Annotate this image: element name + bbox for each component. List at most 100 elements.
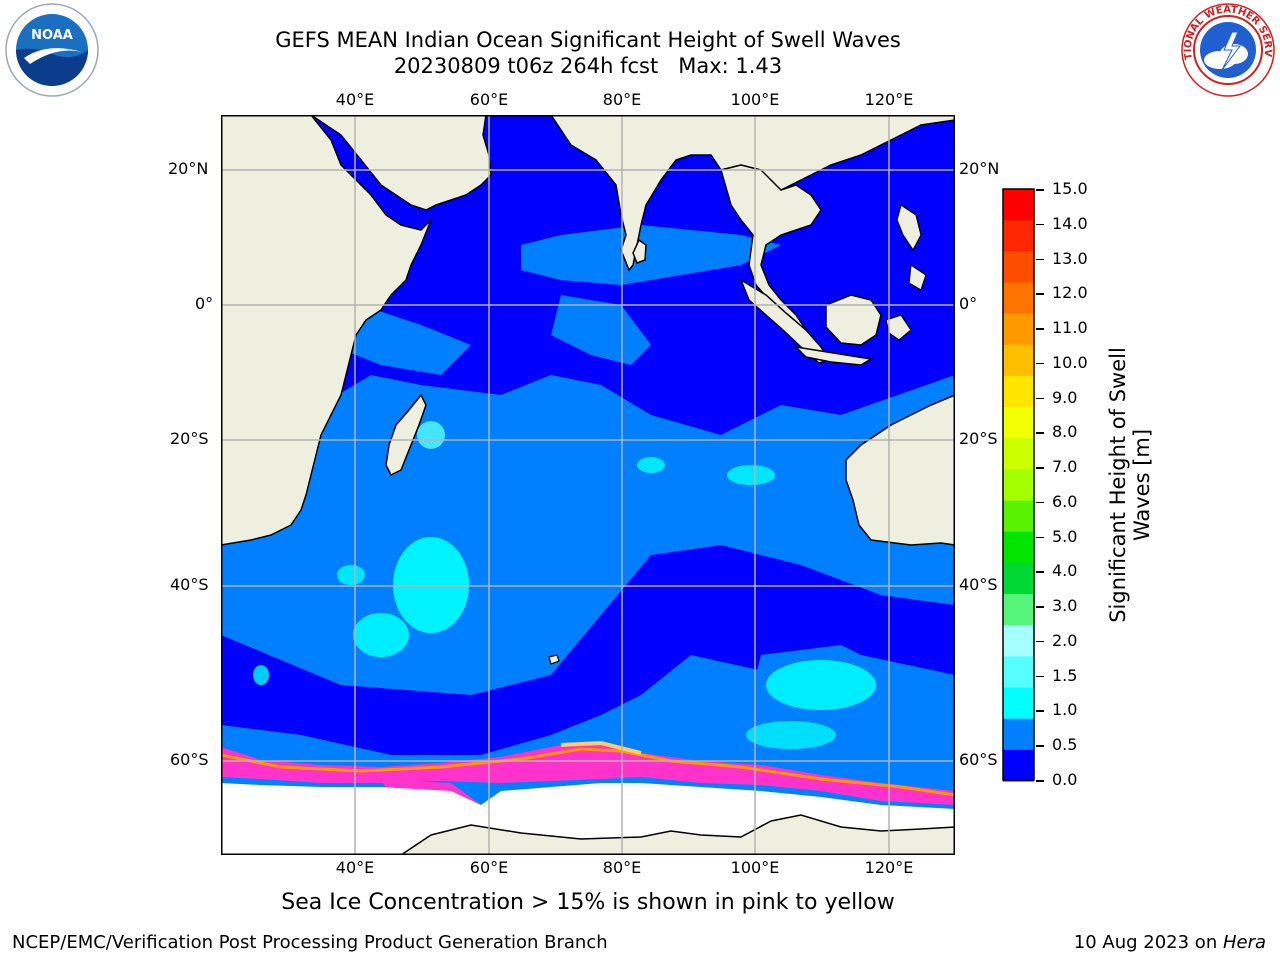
footer-credit: NCEP/EMC/Verification Post Processing Pr… xyxy=(12,932,608,953)
colorbar-band xyxy=(1003,656,1034,689)
lon-label-top: 40°E xyxy=(335,90,375,109)
colorbar-tick-label: 13.0 xyxy=(1052,248,1088,268)
colorbar-band xyxy=(1003,500,1034,533)
colorbar-band xyxy=(1003,251,1034,283)
lat-label-left: 60°S xyxy=(170,750,209,769)
colorbar-tick-label: 5.0 xyxy=(1052,526,1078,546)
colorbar-band xyxy=(1003,189,1034,221)
noaa-logo-text: NOAA xyxy=(31,28,73,43)
africa-land xyxy=(221,115,432,546)
sumatra-land xyxy=(739,278,831,364)
colorbar-band xyxy=(1003,718,1034,751)
colorbar-tick-label: 4.0 xyxy=(1052,561,1078,581)
colorbar-tick-mark xyxy=(1036,328,1044,330)
colorbar-tick-label: 6.0 xyxy=(1052,491,1078,511)
colorbar-label-line2: Waves [m] xyxy=(1130,428,1154,542)
australia-land xyxy=(845,394,955,546)
colorbar-label: Significant Height of Swell Waves [m] xyxy=(1106,347,1154,623)
lat-label-right: 0° xyxy=(959,294,978,313)
colorbar-band xyxy=(1003,438,1034,470)
colorbar-tick-label: 12.0 xyxy=(1052,283,1088,303)
colorbar-band xyxy=(1003,282,1034,315)
colorbar-tick-mark xyxy=(1036,675,1044,678)
colorbar-band xyxy=(1003,344,1034,377)
colorbar-tick-label: 7.0 xyxy=(1052,457,1078,477)
map-title: GEFS MEAN Indian Ocean Significant Heigh… xyxy=(275,28,901,52)
colorbar-tick-mark xyxy=(1036,745,1044,747)
footer-date: 10 Aug 2023 on Hera xyxy=(1074,932,1266,953)
colorbar-tick-mark xyxy=(1036,640,1044,643)
colorbar-tick-label: 15.0 xyxy=(1052,179,1088,198)
colorbar-label-line1: Significant Height of Swell xyxy=(1106,347,1130,623)
lat-label-left: 0° xyxy=(195,294,214,313)
asia-land xyxy=(486,115,955,272)
colorbar-band xyxy=(1003,469,1034,502)
colorbar-tick-label: 14.0 xyxy=(1052,213,1088,233)
colorbar-tick-mark xyxy=(1036,467,1044,469)
colorbar-tick-mark xyxy=(1036,362,1044,365)
lon-label-top: 80°E xyxy=(602,90,642,109)
colorbar-tick-label: 10.0 xyxy=(1052,352,1088,372)
malay-peninsula-land xyxy=(720,164,822,339)
sea-ice-edge xyxy=(221,743,955,805)
sea-ice-caption: Sea Ice Concentration > 15% is shown in … xyxy=(281,890,895,915)
lon-label-top: 120°E xyxy=(864,90,914,109)
footer-host: Hera xyxy=(1222,932,1266,953)
lat-label-left: 40°S xyxy=(170,575,209,594)
colorbar-tick-label: 1.0 xyxy=(1052,700,1078,720)
colorbar-tick-label: 0.5 xyxy=(1052,735,1078,755)
lon-label-bottom: 60°E xyxy=(469,858,509,877)
colorbar-tick-mark xyxy=(1036,606,1044,608)
lat-label-right: 20°N xyxy=(959,159,1000,178)
colorbar-tick-mark xyxy=(1036,501,1044,504)
noaa-logo: NOAA xyxy=(5,3,99,97)
colorbar-tick-label: 3.0 xyxy=(1052,596,1078,616)
nws-logo: NATIONAL WEATHER SERVICE xyxy=(1180,2,1275,97)
colorbar-band xyxy=(1003,594,1034,626)
lon-label-bottom: 80°E xyxy=(602,858,642,877)
colorbar-band xyxy=(1003,625,1034,657)
lon-label-bottom: 120°E xyxy=(864,858,914,877)
swell-patch xyxy=(393,537,469,633)
colorbar-tick-mark xyxy=(1036,223,1044,226)
lon-label-top: 100°E xyxy=(730,90,780,109)
colorbar-tick-mark xyxy=(1036,258,1044,261)
graticule xyxy=(221,115,955,855)
colorbar-tick-mark xyxy=(1036,397,1044,400)
colorbar-band xyxy=(1003,687,1034,720)
lon-label-top: 60°E xyxy=(469,90,509,109)
lat-label-right: 20°S xyxy=(959,429,998,448)
sri-lanka-land xyxy=(632,238,647,264)
colorbar-tick-label: 9.0 xyxy=(1052,387,1078,407)
colorbar-tick-mark xyxy=(1036,293,1044,295)
colorbar-band xyxy=(1003,531,1034,564)
map-subtitle: 20230809 t06z 264h fcst Max: 1.43 xyxy=(393,54,783,78)
lat-label-right: 40°S xyxy=(959,575,998,594)
colorbar-tick-mark xyxy=(1036,189,1044,191)
madagascar-land xyxy=(385,393,427,477)
lat-label-right: 60°S xyxy=(959,750,998,769)
colorbar-band xyxy=(1003,562,1034,595)
colorbar-band xyxy=(1003,313,1034,346)
colorbar-band xyxy=(1003,220,1034,252)
colorbar-band xyxy=(1003,749,1034,782)
borneo-land xyxy=(825,294,882,346)
colorbar-band xyxy=(1003,407,1034,439)
footer-date-text: 10 Aug 2023 on xyxy=(1073,932,1223,953)
java-land xyxy=(793,345,874,366)
antarctica-land xyxy=(399,814,955,855)
colorbar-tick-label: 8.0 xyxy=(1052,422,1078,442)
lon-label-bottom: 40°E xyxy=(335,858,375,877)
colorbar-tick-label: 2.0 xyxy=(1052,630,1078,650)
lon-label-bottom: 100°E xyxy=(730,858,780,877)
lat-label-left: 20°S xyxy=(170,429,209,448)
colorbar-tick-mark xyxy=(1036,780,1044,782)
colorbar-tick-label: 0.0 xyxy=(1052,770,1078,789)
colorbar xyxy=(1002,188,1035,782)
colorbar-tick-label: 1.5 xyxy=(1052,665,1078,685)
lat-label-left: 20°N xyxy=(168,159,209,178)
colorbar-tick-mark xyxy=(1036,710,1044,712)
colorbar-tick-mark xyxy=(1036,536,1044,539)
colorbar-tick-mark xyxy=(1036,432,1044,434)
colorbar-tick-mark xyxy=(1036,571,1044,573)
